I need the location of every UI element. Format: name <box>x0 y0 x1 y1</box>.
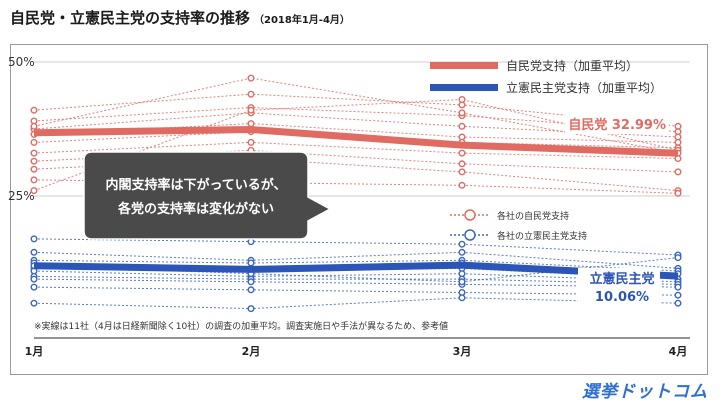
company-cdp-point <box>30 283 38 291</box>
company-cdp-point <box>674 283 682 291</box>
site-logo: 選挙ドットコム <box>582 382 708 402</box>
legend-company-ldp-marker <box>464 209 476 221</box>
company-ldp-point <box>30 106 38 114</box>
company-ldp-point <box>458 160 466 168</box>
ldp-end-label: 自民党 32.99% <box>568 117 666 133</box>
company-cdp-point <box>30 248 38 256</box>
cdp-end-label-value: 10.06% <box>595 290 649 305</box>
company-cdp-point <box>458 278 466 286</box>
legend-ldp-swatch <box>430 62 498 69</box>
company-ldp-point <box>247 90 255 98</box>
company-cdp-line <box>33 259 679 272</box>
series-cdp-line <box>33 261 679 280</box>
company-ldp-line <box>33 131 679 149</box>
company-ldp-point <box>458 181 466 189</box>
company-ldp-point <box>30 157 38 165</box>
company-ldp-point <box>458 95 466 103</box>
company-ldp-point <box>30 122 38 130</box>
company-cdp-point <box>458 248 466 256</box>
company-ldp-point <box>674 168 682 176</box>
company-cdp-point <box>247 278 255 286</box>
company-cdp-point <box>674 291 682 299</box>
company-ldp-point <box>30 149 38 157</box>
company-ldp-point <box>674 189 682 197</box>
callout-text-line2: 各党の支持率は変化がない <box>117 201 274 217</box>
y-tick-label: 50% <box>8 55 35 69</box>
company-cdp-line <box>33 270 679 283</box>
company-cdp-line <box>33 275 679 285</box>
page-title: 自民党・立憲民主党の支持率の推移 （2018年1月-4月） <box>10 7 350 28</box>
footnote-bg <box>30 317 510 333</box>
title-text: 自民党・立憲民主党の支持率の推移 <box>10 9 251 27</box>
y-tick-label: 25% <box>8 189 35 203</box>
company-cdp-point <box>247 286 255 294</box>
company-cdp-line <box>33 297 679 310</box>
ldp-end-label-bg <box>565 114 669 134</box>
legend-company-cdp-label: 各社の立憲民主党支持 <box>497 230 587 242</box>
company-ldp-point <box>247 138 255 146</box>
company-ldp-point <box>247 74 255 82</box>
x-tick-label: 2月 <box>242 345 261 358</box>
chart-frame <box>10 44 708 375</box>
footnote: ※実線は11社（4月は日経新聞除く10社）の調査の加重平均。調査実施日や手法が異… <box>34 320 448 332</box>
title-period: （2018年1月-4月） <box>254 15 350 26</box>
company-cdp-point <box>458 240 466 248</box>
company-cdp-line <box>33 251 679 269</box>
company-cdp-point <box>674 254 682 262</box>
company-ldp-line <box>33 141 679 159</box>
company-ldp-point <box>458 122 466 130</box>
legend-company-ldp-label: 各社の自民党支持 <box>497 210 569 222</box>
company-ldp-point <box>247 106 255 114</box>
company-ldp-point <box>458 168 466 176</box>
company-cdp-point <box>674 299 682 307</box>
company-cdp-line <box>33 278 679 288</box>
company-cdp-point <box>30 275 38 283</box>
company-cdp-point <box>247 305 255 313</box>
legend-cdp-swatch <box>430 84 498 91</box>
company-ldp-point <box>30 176 38 184</box>
company-ldp-point <box>30 138 38 146</box>
company-cdp-point <box>30 235 38 243</box>
cdp-end-label-bg <box>578 268 660 308</box>
company-cdp-point <box>458 294 466 302</box>
company-cdp-line <box>33 286 679 296</box>
company-ldp-point <box>30 165 38 173</box>
company-ldp-point <box>458 109 466 117</box>
x-tick-label: 1月 <box>25 345 44 358</box>
x-tick-label: 3月 <box>453 345 472 358</box>
company-ldp-point <box>30 187 38 195</box>
series-ldp-line <box>33 126 679 157</box>
company-cdp-point <box>30 299 38 307</box>
company-cdp-line <box>33 238 679 256</box>
company-ldp-point <box>458 149 466 157</box>
legend-company-cdp-marker <box>464 229 476 241</box>
company-ldp-point <box>247 120 255 128</box>
callout-bubble <box>83 151 332 240</box>
cdp-end-label-name: 立憲民主党 <box>589 271 654 287</box>
legend-cdp-label: 立憲民主党支持（加重平均） <box>506 80 662 95</box>
legend-ldp-label: 自民党支持（加重平均） <box>506 58 638 73</box>
callout-text-line1: 内閣支持率は下がっているが、 <box>105 177 286 193</box>
x-tick-label: 4月 <box>669 345 688 358</box>
